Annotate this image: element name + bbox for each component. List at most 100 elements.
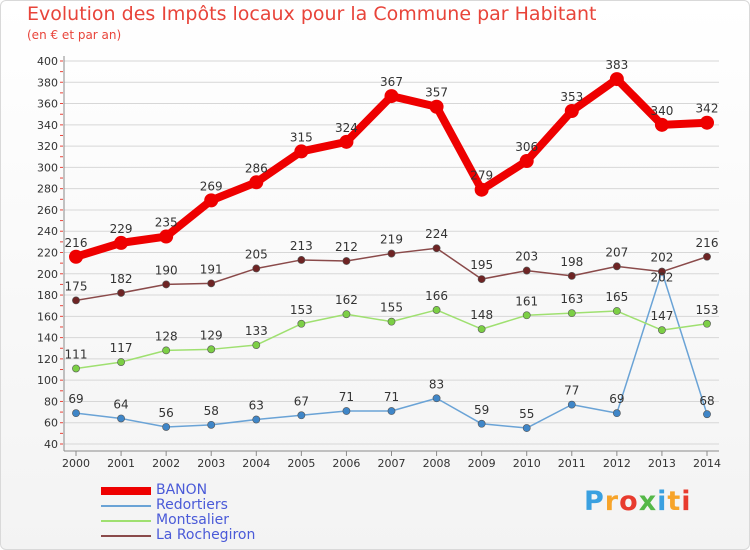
data-label: 165 [605,290,628,304]
data-point [703,252,711,261]
data-label: 205 [245,247,268,261]
data-point [474,182,489,197]
data-label: 279 [470,169,493,183]
data-label: 324 [335,121,358,135]
data-point [658,267,666,276]
y-tick-label: 140 [37,332,58,345]
chart-subtitle: (en € et par an) [27,28,122,42]
y-tick-label: 320 [37,140,58,153]
data-label: 63 [249,399,264,413]
data-point [207,279,216,288]
data-label: 202 [650,251,673,265]
y-tick-label: 100 [37,374,58,387]
data-point [384,89,399,104]
data-point [612,409,621,418]
data-label: 202 [650,271,673,285]
x-tick-label: 2001 [107,457,135,470]
legend-swatch [101,520,151,522]
data-label: 198 [560,255,583,269]
x-tick-label: 2002 [152,457,180,470]
y-tick-label: 200 [37,268,58,281]
data-label: 69 [609,392,624,406]
legend-label: BANON [156,482,208,498]
x-tick-label: 2010 [513,457,541,470]
data-label: 129 [200,328,223,342]
legend-label: Redortiers [156,497,228,513]
data-label: 58 [204,404,219,418]
data-point [477,419,486,428]
data-label: 83 [429,377,444,391]
data-label: 229 [110,222,133,236]
data-point [432,306,441,314]
data-label: 111 [65,347,88,361]
data-label: 175 [65,279,88,293]
y-tick-label: 280 [37,183,58,196]
data-point [432,394,441,403]
data-point [297,319,306,328]
x-tick-label: 2008 [423,457,451,470]
data-point [72,296,80,305]
data-point [117,358,125,366]
data-point [612,307,621,315]
y-tick-label: 340 [37,119,58,132]
y-tick-label: 160 [37,310,58,323]
x-tick-label: 2011 [558,457,586,470]
y-tick-label: 40 [44,438,58,451]
x-tick-label: 2012 [603,457,631,470]
data-label: 163 [560,292,583,306]
data-point [609,72,624,87]
data-point [207,345,216,354]
data-point [700,115,714,130]
data-label: 71 [384,390,399,404]
data-labels: 216 229 235 269 286 315 324 367 357 279 306 353 383 3… [65,58,719,421]
data-point [612,262,621,271]
legend-item: BANON [101,482,361,498]
data-point [522,424,531,432]
data-label: 155 [380,301,403,315]
series-layer [69,72,714,432]
data-point [72,409,80,418]
data-point [114,235,129,250]
data-label: 162 [335,293,358,307]
data-label: 212 [335,240,358,254]
x-tick-label: 2013 [648,457,676,470]
data-label: 203 [515,250,538,264]
data-label: 216 [696,236,719,250]
data-label: 153 [290,303,313,317]
data-point [249,175,264,190]
legend-label: La Rochegiron [156,527,256,543]
data-label: 195 [470,258,493,272]
data-label: 59 [474,403,489,417]
data-label: 166 [425,289,448,303]
data-label: 306 [515,140,538,154]
series-line-banon [72,75,711,261]
x-tick-label: 2004 [242,457,270,470]
data-point [432,244,441,253]
data-point [429,99,444,114]
data-label: 71 [339,390,354,404]
x-tick-label: 2006 [332,457,360,470]
proxiti-logo: Proxiti [584,486,692,517]
data-point [342,257,351,265]
data-label: 147 [650,309,673,323]
data-point [294,144,309,159]
data-label: 219 [380,233,403,247]
y-tick-label: 80 [44,395,58,408]
data-label: 69 [68,392,83,406]
data-label: 133 [245,324,268,338]
data-point [522,266,531,275]
y-tick-label: 180 [37,289,58,302]
y-tick-label: 260 [37,204,58,217]
data-point [204,193,219,208]
data-label: 216 [65,236,88,250]
data-label: 67 [294,394,309,408]
data-label: 315 [290,130,313,144]
x-tick-label: 2005 [287,457,315,470]
y-tick-label: 120 [37,353,58,366]
data-point [117,414,125,423]
x-tick-label: 2014 [693,457,721,470]
data-label: 235 [155,216,178,230]
data-label: 56 [159,406,174,420]
legend-item: Redortiers [101,497,361,513]
